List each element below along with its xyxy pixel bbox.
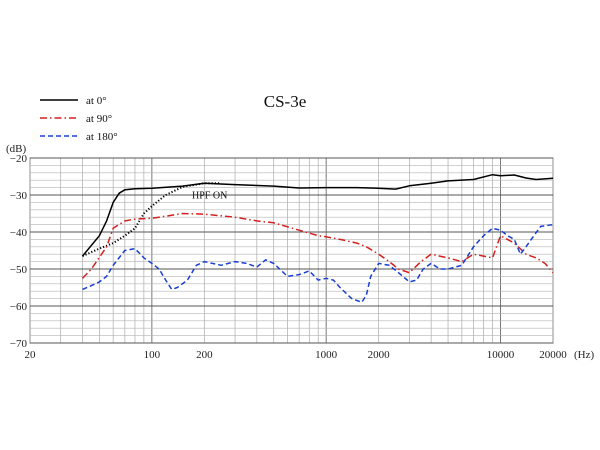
x-tick-label: 20 [25,349,37,361]
x-tick-label: 1000 [315,349,338,361]
y-tick-label: −30 [10,190,28,202]
y-tick-label: −60 [10,301,28,313]
plot-frame [29,157,554,344]
legend: at 0° at 90° at 180° [40,95,118,143]
y-tick-label: −70 [10,338,28,350]
x-tick-label: 10000 [487,349,515,361]
legend-label: at 90° [86,113,112,125]
series-line [82,223,554,304]
legend-label: at 0° [86,95,107,107]
hpf-annotation: HPF ON [192,191,227,202]
y-tick-label: −20 [10,153,28,165]
chart-title: CS-3e [264,92,307,111]
y-tick-label: −40 [10,227,28,239]
grid [29,157,554,344]
series-line [82,182,222,258]
x-tick-label: 200 [196,349,213,361]
series-lines [81,173,554,304]
x-axis-label: (Hz) [574,349,594,361]
series-line [81,173,554,257]
x-tick-label: 2000 [368,349,391,361]
series-line [81,212,554,279]
x-tick-label: 20000 [539,349,567,361]
y-tick-label: −50 [10,264,28,276]
y-axis-label: (dB) [6,143,27,155]
tick-labels: 20 100 200 1000 2000 10000 20000 −20 −30 −40 −50 −6… [10,153,567,361]
legend-label: at 180° [86,131,118,143]
x-tick-label: 100 [144,349,161,361]
